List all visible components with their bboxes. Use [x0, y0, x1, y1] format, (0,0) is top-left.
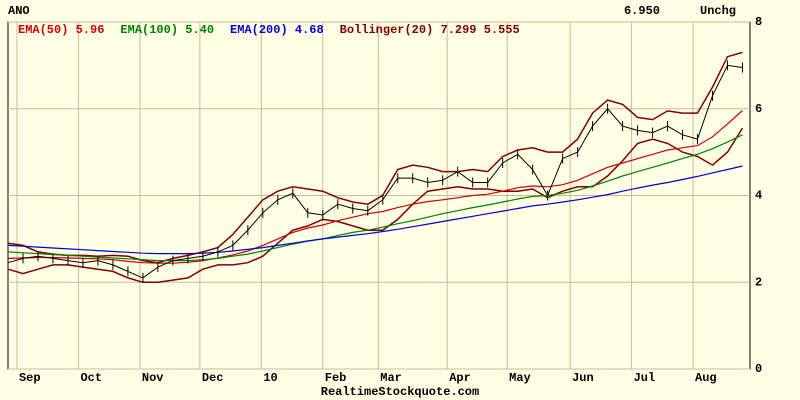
x-tick-label: Jul	[634, 371, 656, 385]
x-tick-label: 10	[263, 371, 277, 385]
ema-line	[7, 134, 743, 262]
x-tick-label: Jun	[572, 371, 594, 385]
x-tick-label: Feb	[325, 371, 347, 385]
legend-entry: EMA(50) 5.96	[18, 23, 104, 37]
y-tick-label: 8	[755, 15, 762, 29]
x-tick-label: Nov	[142, 371, 164, 385]
x-tick-label: Oct	[80, 371, 102, 385]
x-tick-label: Mar	[380, 371, 402, 385]
last-price: 6.950	[624, 4, 660, 18]
legend-entry: Bollinger(20) 7.299 5.555	[340, 23, 520, 37]
y-tick-label: 2	[755, 275, 762, 289]
price-line	[7, 64, 743, 279]
legend-entry: EMA(100) 5.40	[120, 23, 214, 37]
change: Unchg	[700, 4, 736, 18]
y-tick-label: 6	[755, 102, 762, 116]
ema-line	[7, 165, 743, 255]
x-tick-label: Sep	[19, 371, 41, 385]
legend-entry: EMA(200) 4.68	[230, 23, 324, 37]
ema-line	[7, 110, 743, 264]
y-tick-label: 4	[755, 189, 762, 203]
x-tick-label: Dec	[202, 371, 224, 385]
x-tick-label: Apr	[449, 371, 471, 385]
y-tick-label: 0	[755, 362, 762, 376]
source: RealtimeStockquote.com	[321, 385, 479, 399]
x-tick-label: May	[509, 371, 531, 385]
symbol: ANO	[8, 4, 30, 18]
x-tick-label: Aug	[695, 371, 717, 385]
bollinger-upper	[7, 51, 743, 264]
